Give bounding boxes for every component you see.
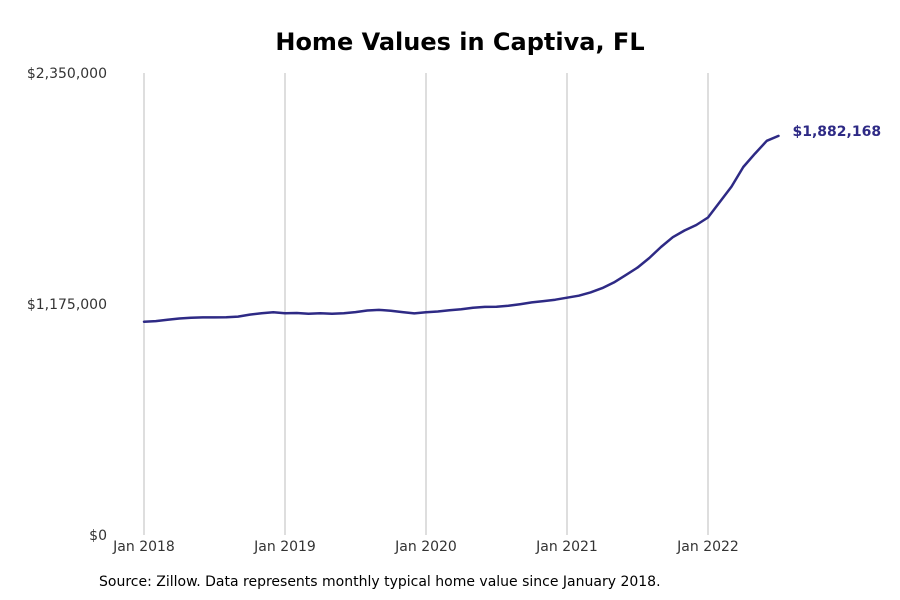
data-point [143,321,145,323]
data-point [272,311,274,313]
y-tick-label: $0 [89,528,107,544]
data-point [507,305,509,307]
x-tick-label: Jan 2018 [112,539,175,555]
data-point [202,316,204,318]
data-point [766,140,768,142]
data-point [484,306,486,308]
data-point [425,311,427,313]
data-point [660,246,662,248]
data-point [636,267,639,269]
data-point [542,300,545,302]
data-point [178,317,180,320]
data-point [707,216,709,219]
data-point [413,312,415,315]
data-point [472,307,474,309]
data-point [354,311,357,313]
data-point [754,153,756,155]
data-point [460,308,462,310]
series-layer [142,134,780,323]
data-point [319,312,321,314]
data-point [437,310,439,313]
x-tick-label: Jan 2022 [676,539,739,555]
source-note: Source: Zillow. Data represents monthly … [99,574,661,590]
data-point [366,309,368,312]
data-point [495,306,498,308]
data-point [307,313,310,315]
data-point [190,317,192,319]
data-point [589,291,592,294]
data-point [531,301,533,304]
data-point [260,312,263,314]
y-axis: $0 $1,175,000 $2,350,000 [27,66,107,544]
data-point [566,297,568,299]
data-point [225,316,227,318]
end-value-label: $1,882,168 [793,124,882,140]
data-point [213,316,216,318]
data-point [378,309,380,311]
data-point [296,312,298,314]
data-point [695,224,697,226]
data-point [648,257,650,259]
data-point [284,312,286,314]
data-point [578,295,580,297]
data-point [730,186,733,188]
series-line-0 [142,134,780,323]
x-tick-label: Jan 2020 [394,539,457,555]
y-tick-label: $1,175,000 [27,297,107,313]
data-point [742,166,744,168]
data-point [672,236,674,238]
x-axis: Jan 2018 Jan 2019 Jan 2020 Jan 2021 Jan 2022 [112,539,739,555]
data-point [613,281,615,283]
data-point [155,320,157,322]
data-point [331,313,333,315]
data-point [237,315,239,318]
data-point [683,229,686,232]
annotation-layer: $1,882,168 [793,124,882,140]
data-point [166,319,169,321]
data-point [448,309,451,311]
gridlines [143,73,709,535]
data-point [401,311,404,313]
data-point [249,314,251,316]
data-point [554,299,556,301]
data-point [601,287,603,289]
data-point [719,201,721,203]
data-point [343,312,345,314]
chart-title: Home Values in Captiva, FL [275,28,645,56]
x-tick-label: Jan 2019 [253,539,316,555]
x-tick-label: Jan 2021 [535,539,598,555]
data-point [777,135,780,137]
y-tick-label: $2,350,000 [27,66,107,82]
data-point [519,303,521,305]
data-point [390,310,392,312]
data-point [625,274,627,276]
